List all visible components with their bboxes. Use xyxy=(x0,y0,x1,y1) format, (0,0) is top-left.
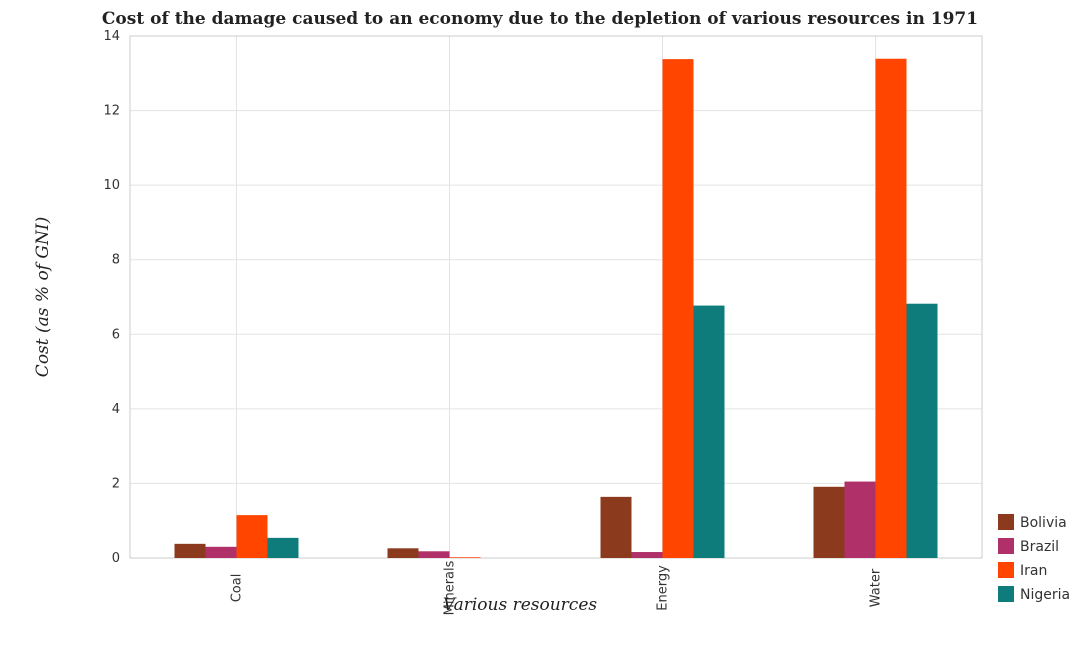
bars xyxy=(174,58,938,559)
gridlines xyxy=(130,35,982,559)
y-tick-label: 10 xyxy=(103,178,120,193)
legend-swatch-bolivia xyxy=(998,514,1014,530)
y-tick-label: 14 xyxy=(103,29,120,44)
bar-nigeria-water xyxy=(906,303,938,558)
x-axis-label: Various resources xyxy=(443,595,598,615)
y-tick-label: 4 xyxy=(112,402,120,417)
bar-nigeria-coal xyxy=(267,537,299,558)
x-tick-label: Energy xyxy=(656,565,671,611)
legend-label-nigeria: Nigeria xyxy=(1020,587,1070,603)
y-tick-label: 12 xyxy=(103,104,120,119)
bar-iran-energy xyxy=(662,59,694,559)
bar-bolivia-coal xyxy=(174,543,206,558)
y-tick-label: 8 xyxy=(112,253,120,268)
bar-iran-coal xyxy=(236,515,268,558)
bar-brazil-coal xyxy=(205,546,237,558)
bar-iran-minerals xyxy=(449,557,481,558)
plot-area-frame xyxy=(129,35,983,559)
y-axis-label: Cost (as % of GNI) xyxy=(33,217,53,377)
bar-bolivia-energy xyxy=(600,496,632,558)
bar-iran-water xyxy=(875,58,907,558)
legend-label-iran: Iran xyxy=(1020,563,1047,579)
legend-swatch-iran xyxy=(998,562,1014,578)
y-tick-label: 0 xyxy=(112,551,120,566)
y-tick-label: 6 xyxy=(112,327,120,342)
legend-label-bolivia: Bolivia xyxy=(1020,515,1067,531)
legend: Bolivia Brazil Iran Nigeria xyxy=(998,514,1070,603)
y-tick-label: 2 xyxy=(112,476,120,491)
y-tick-labels: 0 2 4 6 8 10 12 14 xyxy=(103,29,120,566)
bar-brazil-energy xyxy=(631,552,663,558)
x-tick-label: Minerals xyxy=(443,560,458,615)
x-tick-label: Coal xyxy=(230,574,245,603)
x-tick-label: Water xyxy=(869,568,884,607)
x-tick-labels: Coal Minerals Energy Water xyxy=(230,560,884,615)
chart-title: Cost of the damage caused to an economy … xyxy=(102,9,978,29)
bar-nigeria-energy xyxy=(693,305,725,558)
bar-bolivia-minerals xyxy=(387,548,419,558)
legend-swatch-nigeria xyxy=(998,586,1014,602)
bar-bolivia-water xyxy=(813,486,845,558)
legend-swatch-brazil xyxy=(998,538,1014,554)
bar-brazil-water xyxy=(844,481,876,558)
legend-label-brazil: Brazil xyxy=(1020,539,1059,555)
bar-brazil-minerals xyxy=(418,551,450,558)
